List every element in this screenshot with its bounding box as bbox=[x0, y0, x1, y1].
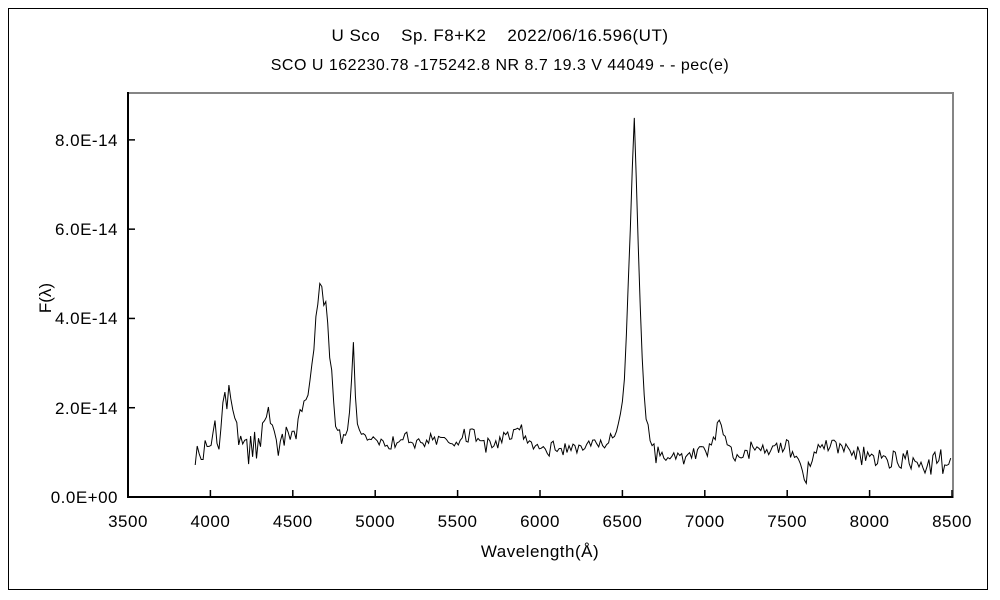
x-tick-label: 4500 bbox=[272, 512, 313, 531]
title-object-line: U Sco Sp. F8+K2 2022/06/16.596(UT) bbox=[331, 26, 669, 45]
x-tick-label: 6500 bbox=[602, 512, 643, 531]
x-tick-label: 4000 bbox=[190, 512, 231, 531]
y-axis-title: F(λ) bbox=[36, 282, 55, 314]
y-tick-label: 6.0E-14 bbox=[54, 220, 118, 240]
y-tick-label: 4.0E-14 bbox=[54, 309, 118, 329]
x-tick-label: 8000 bbox=[849, 512, 890, 531]
y-tick-label: 0.0E+00 bbox=[50, 488, 118, 507]
x-tick-label: 8500 bbox=[932, 512, 972, 531]
y-tick-label: 2.0E-14 bbox=[54, 398, 118, 418]
x-tick-label: 7000 bbox=[684, 512, 725, 531]
y-tick-label: 8.0E-14 bbox=[54, 130, 118, 150]
x-tick-label: 3500 bbox=[108, 512, 148, 531]
title-designation-line: SCO U 162230.78 -175242.8 NR 8.7 19.3 V … bbox=[270, 57, 730, 74]
x-tick-label: 5000 bbox=[355, 512, 396, 531]
outer-border bbox=[8, 8, 988, 590]
x-tick-label: 6000 bbox=[520, 512, 560, 531]
x-tick-label: 7500 bbox=[767, 512, 808, 531]
x-axis-title: Wavelength(Å) bbox=[480, 542, 600, 561]
spectrum-trace bbox=[194, 117, 952, 486]
x-tick-label: 5500 bbox=[437, 512, 478, 531]
